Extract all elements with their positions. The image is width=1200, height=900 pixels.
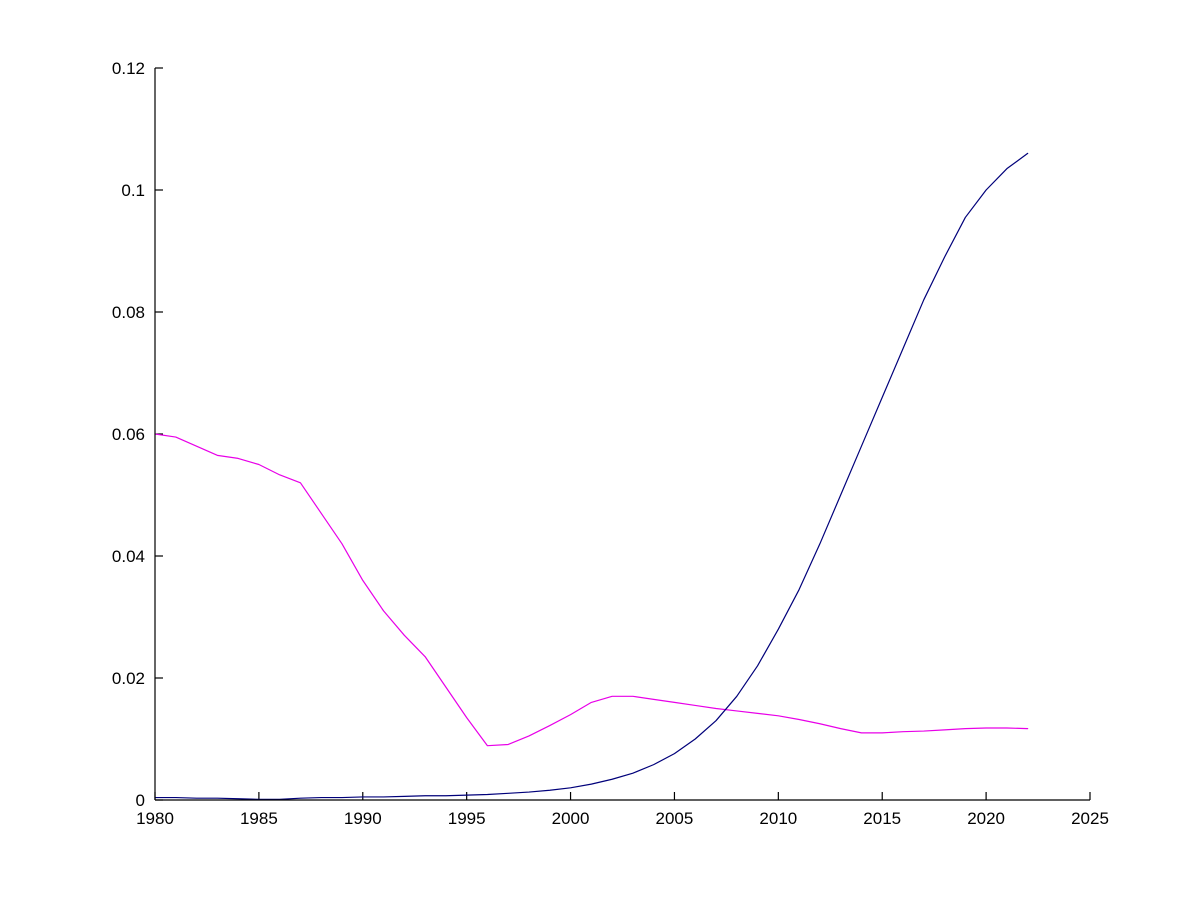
blue-series-line (154, 152, 1029, 800)
series-layer (154, 152, 1029, 800)
labels-layer: 1980 1985 1990 1995 2000 2005 2010 2015 2020 2025… (112, 59, 1109, 828)
y-tick-label: 0.04 (112, 547, 145, 566)
y-tick-label: 0 (136, 791, 145, 810)
y-tick-label: 0.12 (112, 59, 145, 78)
x-tick-label: 2025 (1071, 809, 1109, 828)
y-tick-label: 0.02 (112, 669, 145, 688)
x-tick-label: 1980 (136, 809, 174, 828)
x-tick-label: 2015 (863, 809, 901, 828)
ticks-layer (154, 67, 1091, 801)
y-tick-label: 0.1 (121, 181, 145, 200)
x-tick-label: 2010 (759, 809, 797, 828)
x-tick-label: 1995 (448, 809, 486, 828)
axes-layer (154, 68, 1090, 801)
x-tick-label: 1990 (344, 809, 382, 828)
x-tick-label: 2020 (967, 809, 1005, 828)
y-tick-label: 0.06 (112, 425, 145, 444)
x-tick-label: 2005 (656, 809, 694, 828)
x-tick-label: 2000 (552, 809, 590, 828)
y-tick-label: 0.08 (112, 303, 145, 322)
magenta-series-line (154, 433, 1029, 747)
x-tick-label: 1985 (240, 809, 278, 828)
